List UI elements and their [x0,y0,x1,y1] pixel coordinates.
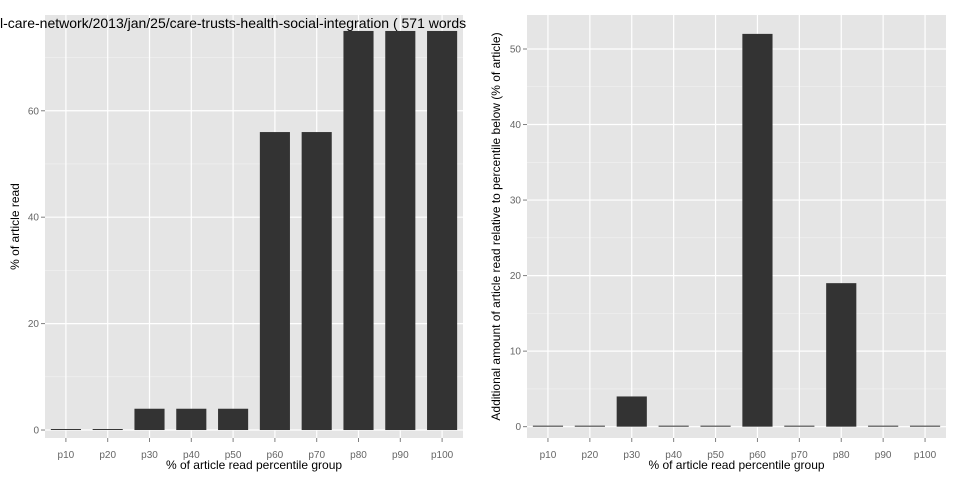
x-tick-label-p80: p80 [350,450,367,461]
x-tick-label-p60: p60 [267,450,284,461]
bar-p80 [343,30,374,431]
x-axis-title-left: % of article read percentile group [166,458,342,472]
y-axis-ticks-left: 0 20 40 60 [28,106,45,437]
x-tick-label-p50: p50 [225,450,242,461]
y-tick-label: 20 [510,271,522,282]
x-axis-ticks-right: p10 p20 p30 p40 p50 p60 p70 p80 p90 p100 [540,438,937,461]
y-tick-label: 50 [510,44,522,55]
bar-p60 [259,132,290,431]
y-tick-label: 30 [510,196,522,207]
y-tick-label: 60 [28,106,40,117]
x-tick-label-p20: p20 [582,450,599,461]
x-tick-label-p40: p40 [665,450,682,461]
bars-left [50,30,458,431]
x-tick-label-p40: p40 [183,450,200,461]
x-tick-label-p50: p50 [707,450,724,461]
bar-p10 [532,425,564,427]
y-tick-label: 0 [33,426,39,437]
y-tick-label: 40 [510,120,522,131]
bar-p90 [868,425,899,427]
bar-p90 [385,30,416,431]
bar-p50 [218,408,249,431]
x-tick-label-p20: p20 [99,450,116,461]
x-tick-label-p100: p100 [914,450,937,461]
bar-p100 [909,425,941,427]
bar-p70 [301,132,332,431]
bar-p20 [574,425,605,427]
bar-p80 [826,283,857,427]
y-axis-title-left: % of article read [8,183,22,270]
plot-panel-right [527,15,946,438]
x-axis-ticks-left: p10 p20 p30 p40 p50 p60 p70 p80 p90 p100 [58,438,454,461]
bar-p20 [92,429,123,431]
y-tick-label: 0 [515,422,521,433]
x-tick-label-p10: p10 [540,450,557,461]
x-tick-label-p30: p30 [623,450,640,461]
y-tick-label: 40 [28,213,40,224]
bar-p60 [742,33,773,427]
bar-p30 [616,396,647,427]
bar-p30 [134,408,165,431]
bar-p40 [176,408,207,431]
y-tick-label: 20 [28,319,40,330]
y-axis-ticks-right: 0 10 20 30 40 50 [510,44,527,433]
bar-p10 [50,429,81,431]
x-tick-label-p60: p60 [749,450,766,461]
x-tick-label-p90: p90 [875,450,892,461]
bar-p50 [700,425,731,427]
bar-p40 [658,425,689,427]
y-axis-title-right: Additional amount of article read relati… [489,32,503,420]
x-axis-title-right: % of article read percentile group [648,458,824,472]
x-tick-label-p70: p70 [791,450,808,461]
x-tick-label-p70: p70 [308,450,325,461]
y-tick-label: 10 [510,347,522,358]
x-tick-label-p30: p30 [141,450,158,461]
x-tick-label-p100: p100 [431,450,454,461]
x-tick-label-p10: p10 [58,450,75,461]
x-tick-label-p90: p90 [392,450,409,461]
bar-p70 [784,425,815,427]
x-tick-label-p80: p80 [833,450,850,461]
chart-title-left: l-care-network/2013/jan/25/care-trusts-h… [0,15,466,31]
gridlines-right [527,15,946,438]
bar-p100 [427,30,458,431]
bars-right [532,33,941,427]
